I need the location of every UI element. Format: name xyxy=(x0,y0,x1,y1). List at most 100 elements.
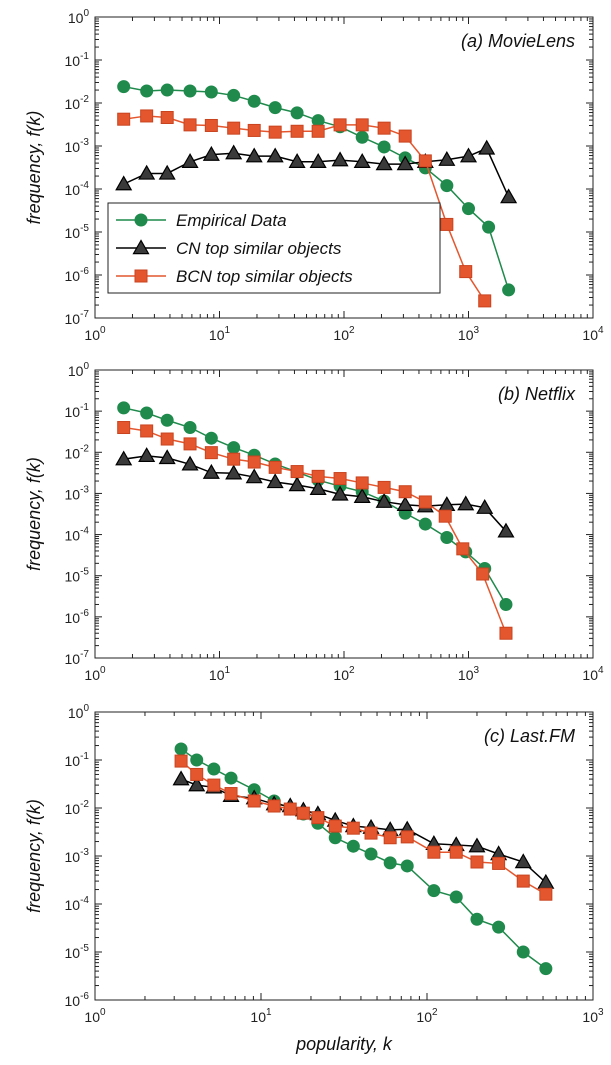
data-point xyxy=(158,449,176,465)
series-line xyxy=(123,426,507,634)
data-point xyxy=(418,495,432,509)
data-point xyxy=(492,856,506,870)
x-tick-label: 102 xyxy=(416,1007,438,1025)
data-point xyxy=(174,754,188,768)
data-point xyxy=(267,799,281,813)
y-tick-label: 10-3 xyxy=(65,484,90,502)
data-point xyxy=(331,485,349,501)
y-tick-label: 10-6 xyxy=(65,266,90,284)
data-point xyxy=(502,283,516,297)
data-point xyxy=(117,401,131,415)
data-point xyxy=(333,118,347,132)
data-point xyxy=(190,767,204,781)
data-point xyxy=(457,495,475,511)
data-point xyxy=(160,111,174,125)
data-point xyxy=(202,145,220,161)
data-point xyxy=(364,826,378,840)
data-point xyxy=(438,496,456,511)
y-tick-label: 100 xyxy=(68,8,90,26)
legend-marker xyxy=(134,213,148,227)
data-point xyxy=(247,123,261,137)
data-point xyxy=(117,421,131,435)
data-point xyxy=(268,125,282,139)
series-circle xyxy=(117,401,513,611)
data-point xyxy=(459,147,478,163)
panel-title: (b) Netflix xyxy=(498,384,576,404)
y-tick-label: 10-4 xyxy=(65,180,90,198)
data-point xyxy=(115,450,133,466)
data-point xyxy=(353,153,371,168)
series-square xyxy=(174,754,553,901)
data-point xyxy=(117,112,131,126)
x-tick-label: 100 xyxy=(84,325,106,343)
data-point xyxy=(290,124,304,138)
data-point xyxy=(438,150,456,166)
data-point xyxy=(476,567,490,581)
data-point xyxy=(204,431,218,445)
data-point xyxy=(440,530,454,544)
data-point xyxy=(140,424,154,438)
data-point xyxy=(266,147,284,163)
data-point xyxy=(516,945,530,959)
data-point xyxy=(247,455,261,469)
data-point xyxy=(183,421,197,435)
series-square xyxy=(117,109,492,308)
series-circle xyxy=(117,80,516,297)
y-tick-label: 10-5 xyxy=(65,567,90,585)
data-point xyxy=(290,465,304,479)
series-square xyxy=(117,421,513,640)
data-point xyxy=(247,94,261,108)
data-point xyxy=(160,432,174,446)
data-point xyxy=(375,492,393,508)
data-point xyxy=(398,485,412,499)
y-tick-label: 10-7 xyxy=(65,309,90,327)
data-point xyxy=(539,962,553,976)
data-point xyxy=(224,771,238,785)
data-point xyxy=(478,139,496,155)
data-point xyxy=(288,476,306,492)
data-point xyxy=(225,144,243,160)
data-point xyxy=(482,220,496,234)
data-point xyxy=(183,84,197,98)
data-point xyxy=(207,778,221,792)
legend-marker xyxy=(134,269,148,283)
data-point xyxy=(202,463,220,479)
data-point xyxy=(138,164,156,180)
x-tick-label: 102 xyxy=(333,665,355,683)
data-point xyxy=(499,597,513,611)
x-tick-label: 101 xyxy=(209,325,231,343)
data-point xyxy=(245,147,263,163)
x-tick-label: 103 xyxy=(458,325,480,343)
data-point xyxy=(500,188,518,204)
y-tick-label: 10-4 xyxy=(65,526,90,544)
y-tick-label: 10-3 xyxy=(65,847,90,865)
data-point xyxy=(353,488,371,503)
data-point xyxy=(440,179,454,193)
data-point xyxy=(440,217,454,231)
data-point xyxy=(449,845,463,859)
legend-entry: Empirical Data xyxy=(176,211,287,230)
data-point xyxy=(492,920,506,934)
data-point xyxy=(377,480,391,494)
data-point xyxy=(117,80,131,94)
data-point xyxy=(462,202,475,216)
data-point xyxy=(377,140,391,154)
data-point xyxy=(309,480,327,495)
series-triangle xyxy=(115,447,515,538)
x-tick-label: 104 xyxy=(582,665,604,683)
data-point xyxy=(427,884,441,898)
data-point xyxy=(311,469,325,483)
panel-title: (a) MovieLens xyxy=(461,31,575,51)
data-point xyxy=(190,753,204,767)
y-tick-label: 10-5 xyxy=(65,223,90,241)
data-point xyxy=(470,912,484,926)
data-point xyxy=(227,88,241,102)
data-point xyxy=(476,498,494,514)
y-tick-label: 10-1 xyxy=(65,51,90,69)
chart-panel-2: 100 101 102 103 104 10-7 10-6 10-5 10-4 10-3 10-2 1… xyxy=(24,361,604,683)
y-tick-label: 10-6 xyxy=(65,608,90,626)
data-point xyxy=(140,406,154,420)
data-point xyxy=(418,154,432,168)
x-tick-label: 100 xyxy=(84,1007,106,1025)
y-tick-label: 10-5 xyxy=(65,943,90,961)
